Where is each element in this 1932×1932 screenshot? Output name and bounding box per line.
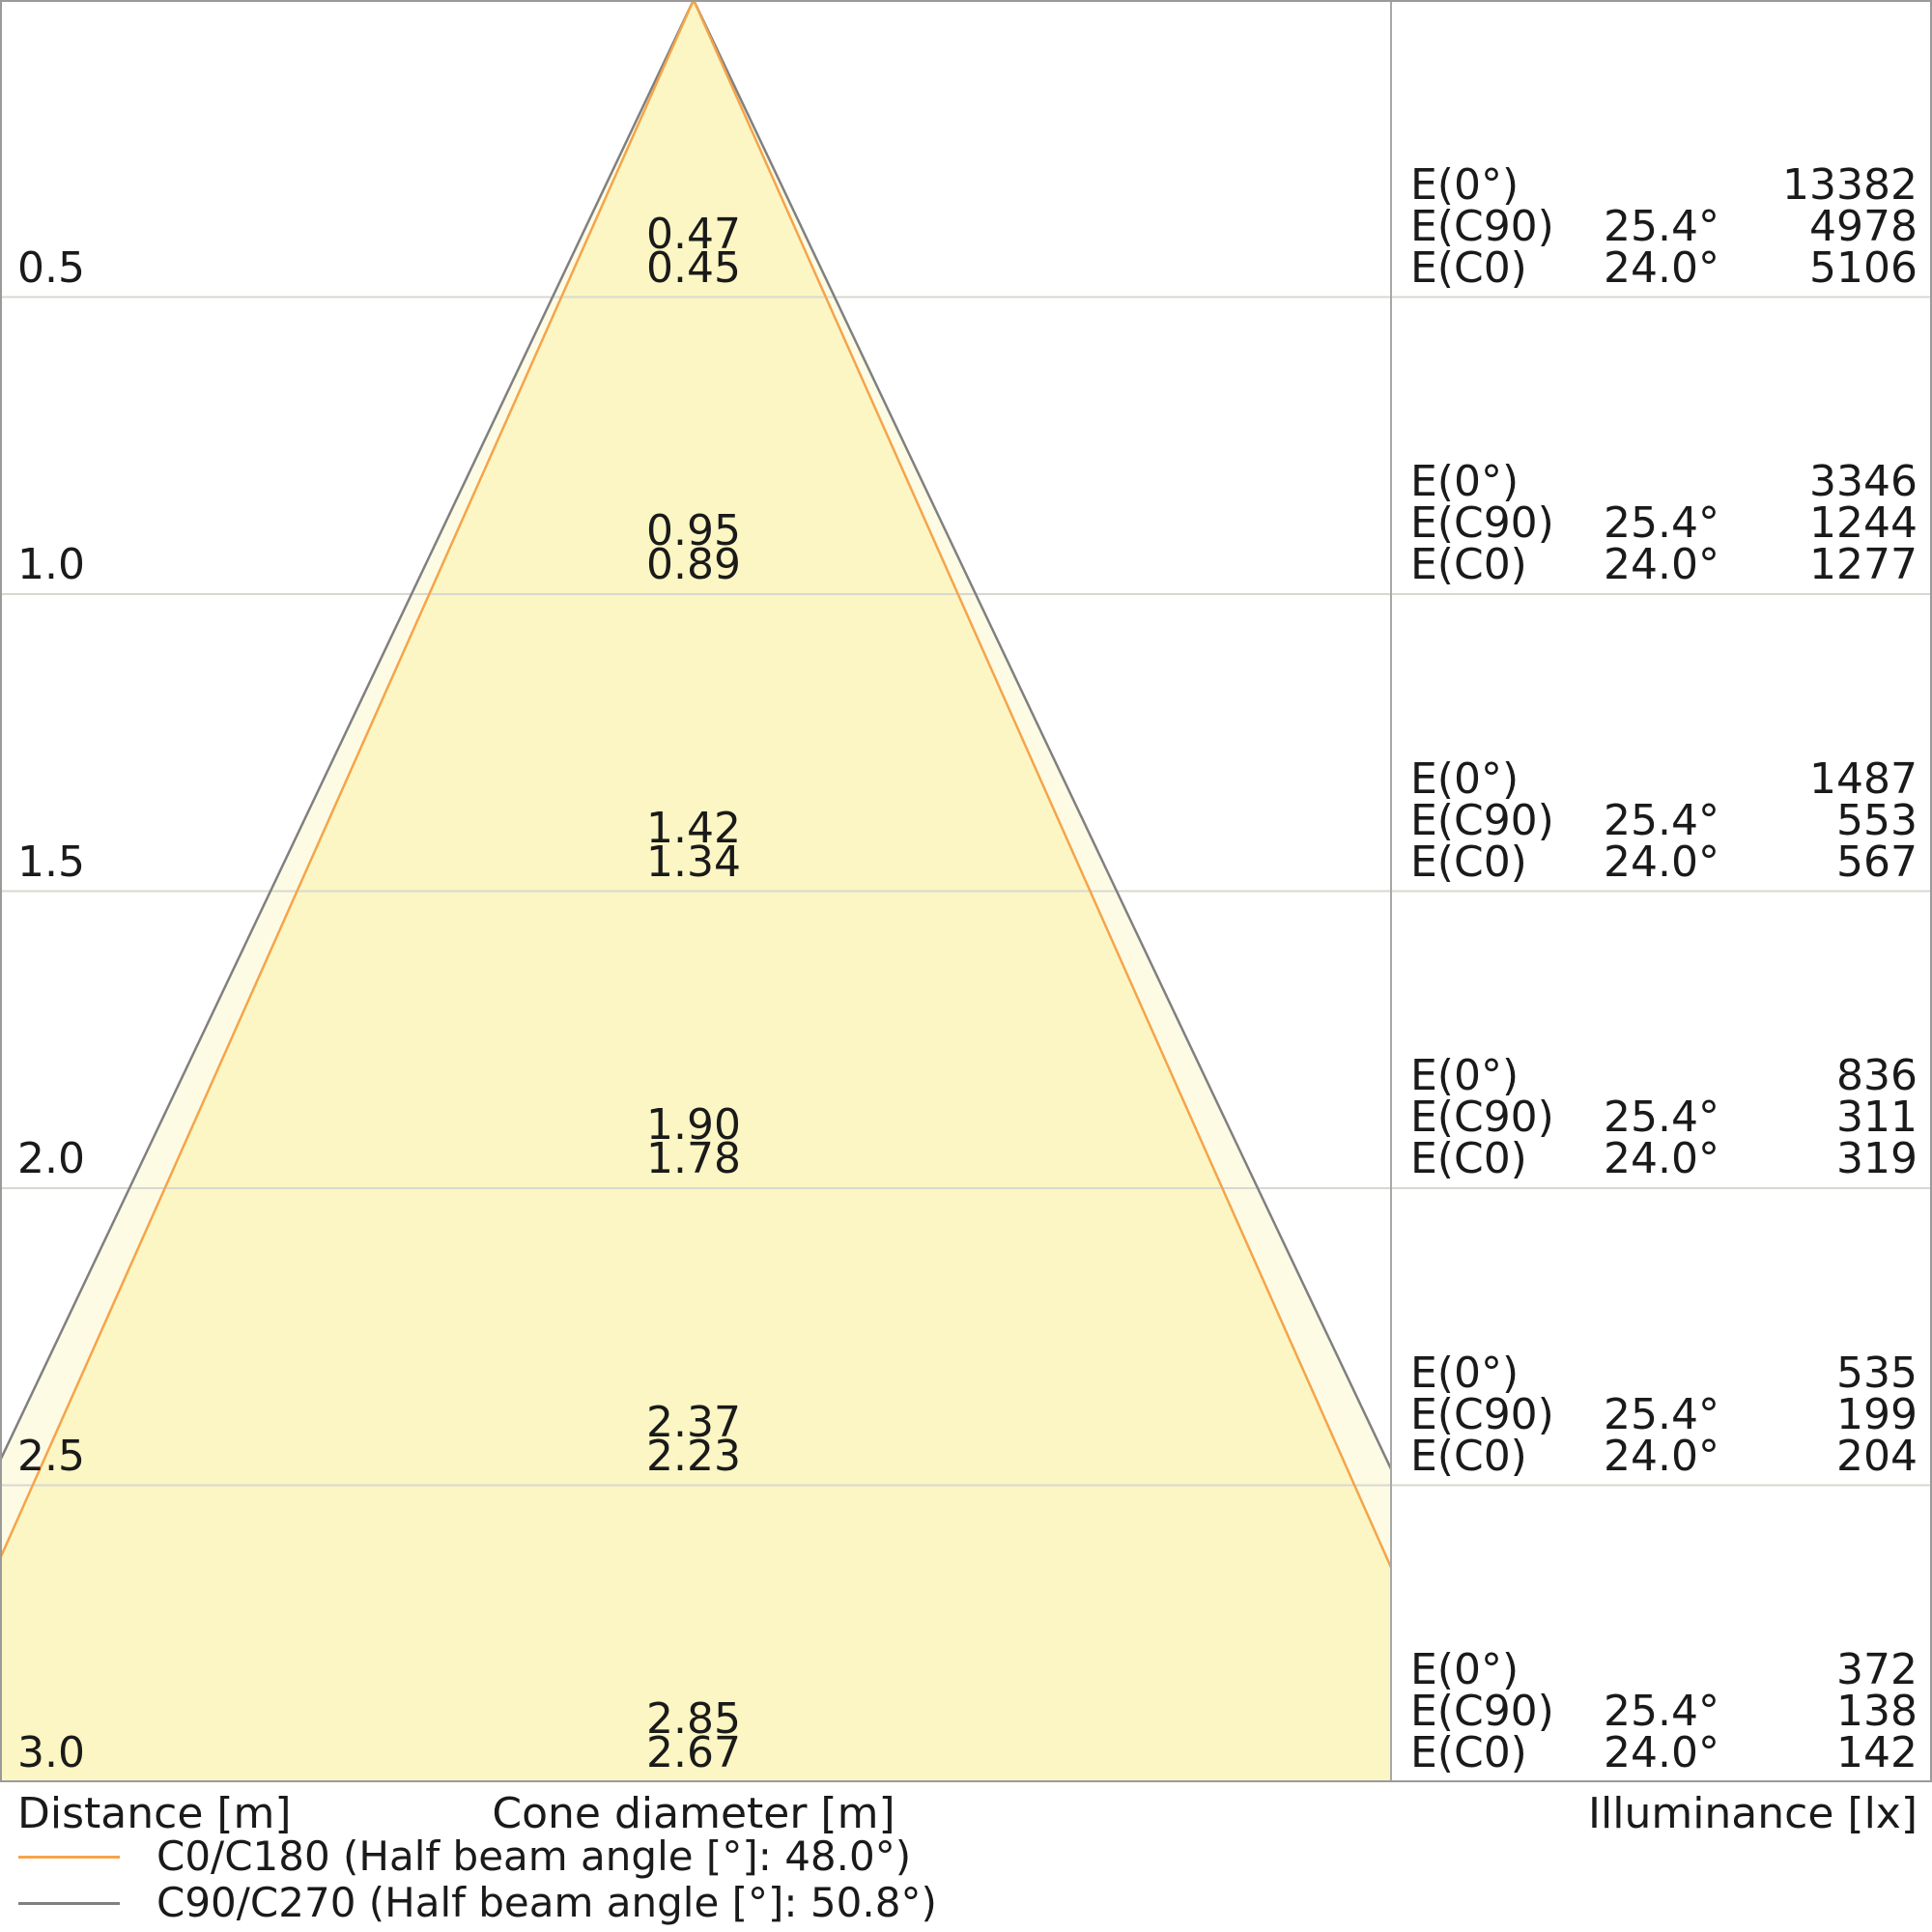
chart-frame [0, 0, 1932, 1782]
legend-label-c90: C90/C270 (Half beam angle [°]: 50.8°) [156, 1879, 937, 1926]
gridlines [0, 296, 1932, 1487]
legend: C0/C180 (Half beam angle [°]: 48.0°) C90… [18, 1833, 937, 1926]
illuminance-axis-label: Illuminance [lx] [1588, 1789, 1918, 1838]
cone-outline-c0 [0, 0, 1391, 1571]
distance-axis-label: Distance [m] [17, 1789, 292, 1838]
c0-line-swatch [18, 1855, 120, 1859]
cone-plot-canvas [0, 0, 1932, 1782]
c90-line-swatch [18, 1901, 120, 1905]
legend-entry-c90: C90/C270 (Half beam angle [°]: 50.8°) [18, 1880, 937, 1926]
legend-label-c0: C0/C180 (Half beam angle [°]: 48.0°) [156, 1833, 912, 1880]
cone-outline-c90 [0, 0, 1391, 1472]
legend-entry-c0: C0/C180 (Half beam angle [°]: 48.0°) [18, 1833, 937, 1880]
cone-diameter-axis-label: Cone diameter [m] [492, 1789, 895, 1838]
